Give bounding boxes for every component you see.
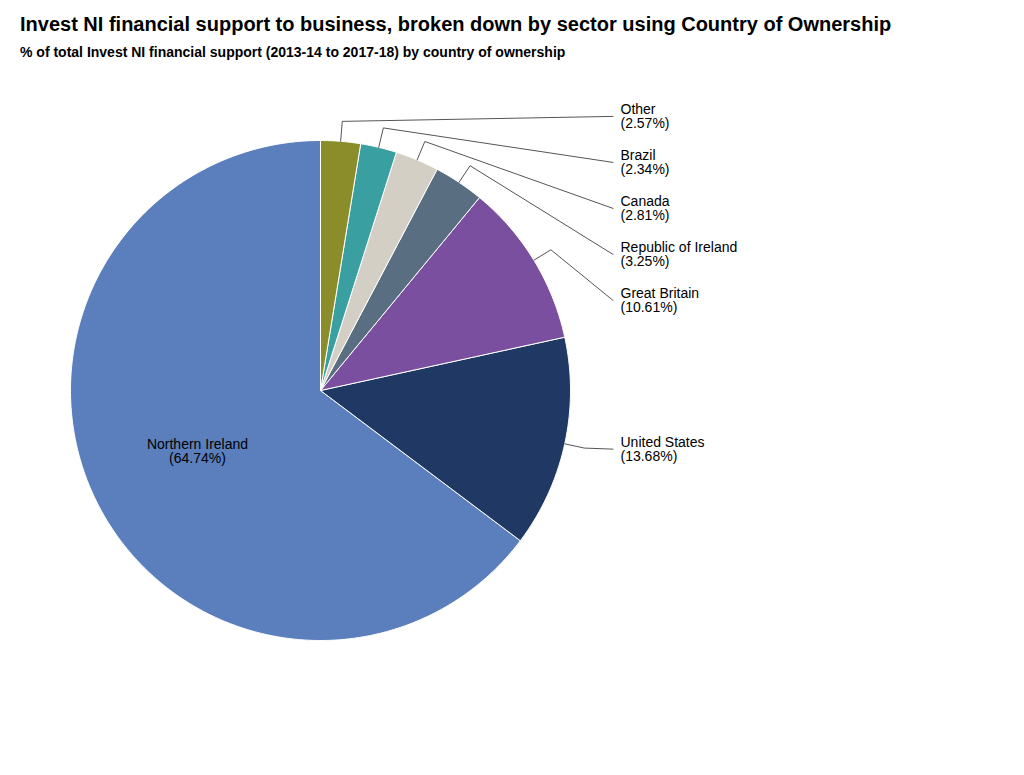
svg-text:Northern Ireland(64.74%): Northern Ireland(64.74%) xyxy=(147,437,248,467)
svg-text:Great Britain(10.61%): Great Britain(10.61%) xyxy=(621,285,700,315)
html-text:% of total Invest NI financial: % of total Invest NI financial support (… xyxy=(20,44,566,60)
html-text:Invest NI financial support to: Invest NI financial support to business,… xyxy=(20,13,892,35)
svg-text:Other(2.57%): Other(2.57%) xyxy=(621,101,670,131)
svg-text:Canada(2.81%): Canada(2.81%) xyxy=(621,193,670,223)
svg-text:United States(13.68%): United States(13.68%) xyxy=(621,434,705,464)
svg-text:Republic of Ireland(3.25%): Republic of Ireland(3.25%) xyxy=(621,239,738,269)
svg-text:Brazil(2.34%): Brazil(2.34%) xyxy=(621,147,670,177)
